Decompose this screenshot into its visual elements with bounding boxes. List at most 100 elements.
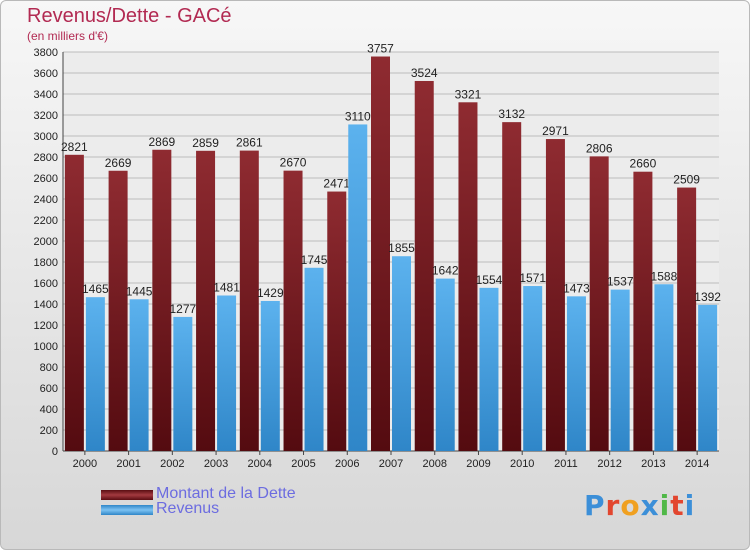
bar-revenus <box>173 316 193 451</box>
data-label-revenus: 1571 <box>519 271 546 285</box>
bar-dette <box>152 149 172 451</box>
x-tick-label: 2010 <box>510 458 534 470</box>
y-tick-label: 1200 <box>34 320 58 332</box>
data-label-dette: 2869 <box>148 135 175 149</box>
bar-dette <box>239 150 259 451</box>
data-label-dette: 2861 <box>236 136 263 150</box>
x-tick-label: 2003 <box>204 458 228 470</box>
data-label-revenus: 3110 <box>345 109 371 123</box>
data-label-dette: 2859 <box>192 136 219 150</box>
data-label-revenus: 1745 <box>301 253 328 267</box>
y-tick-label: 2600 <box>34 173 58 185</box>
data-label-dette: 3524 <box>411 66 438 80</box>
y-tick-label: 400 <box>40 404 58 416</box>
proxiti-logo: Proxiti <box>584 489 696 522</box>
bar-revenus <box>217 295 237 451</box>
x-tick-label: 2000 <box>73 458 97 470</box>
data-label-dette: 2669 <box>105 156 132 170</box>
data-label-revenus: 1855 <box>388 241 415 255</box>
data-label-revenus: 1642 <box>432 264 459 278</box>
bar-dette <box>64 154 84 452</box>
bar-dette <box>414 80 434 451</box>
bar-revenus <box>610 289 630 451</box>
data-label-revenus: 1465 <box>82 282 109 296</box>
data-label-dette: 3321 <box>455 87 482 101</box>
data-label-dette: 2806 <box>586 141 613 155</box>
bar-dette <box>371 56 390 451</box>
bar-dette <box>458 102 478 452</box>
y-tick-label: 1600 <box>34 278 58 290</box>
y-tick-label: 1400 <box>34 299 58 311</box>
data-label-revenus: 1392 <box>694 290 721 304</box>
bar-revenus <box>698 304 718 451</box>
data-label-revenus: 1429 <box>257 286 284 300</box>
x-tick-label: 2013 <box>641 458 665 470</box>
bar-dette <box>196 150 216 451</box>
plot-area <box>63 52 719 451</box>
y-tick-label: 2400 <box>34 194 58 206</box>
bar-revenus <box>654 284 674 451</box>
y-tick-label: 2800 <box>34 152 58 164</box>
bar-revenus <box>129 299 149 451</box>
data-label-revenus: 1554 <box>476 273 503 287</box>
data-label-dette: 3132 <box>498 107 525 121</box>
chart-title: Revenus/Dette - GACé <box>27 5 232 27</box>
legend-swatch-revenus <box>101 505 153 515</box>
x-tick-label: 2008 <box>422 458 446 470</box>
y-tick-label: 800 <box>40 362 58 374</box>
bar-dette <box>502 122 522 451</box>
data-label-dette: 3757 <box>367 42 394 56</box>
x-tick-label: 2007 <box>379 458 403 470</box>
data-label-dette: 2471 <box>323 177 350 191</box>
y-tick-label: 2200 <box>34 215 58 227</box>
data-label-dette: 2971 <box>542 124 569 138</box>
y-tick-label: 3400 <box>34 89 58 101</box>
y-tick-label: 3600 <box>34 68 58 80</box>
legend-label-dette: Montant de la Dette <box>156 485 296 502</box>
data-label-dette: 2670 <box>280 156 307 170</box>
x-tick-label: 2005 <box>291 458 315 470</box>
y-tick-label: 600 <box>40 383 58 395</box>
bar-dette <box>327 191 347 452</box>
y-tick-label: 1800 <box>34 257 58 269</box>
data-label-revenus: 1277 <box>169 302 196 316</box>
x-tick-label: 2006 <box>335 458 359 470</box>
y-tick-label: 200 <box>40 425 58 437</box>
x-tick-label: 2009 <box>466 458 490 470</box>
y-tick-label: 0 <box>52 446 58 458</box>
bar-revenus <box>260 300 280 451</box>
data-label-revenus: 1473 <box>563 281 590 295</box>
data-label-dette: 2660 <box>630 157 657 171</box>
bar-revenus <box>304 267 324 451</box>
data-label-dette: 2821 <box>61 140 88 154</box>
bar-revenus <box>566 296 586 451</box>
legend-label-revenus: Revenus <box>156 500 220 517</box>
y-tick-label: 1000 <box>34 341 58 353</box>
bar-dette <box>283 170 303 451</box>
legend-swatch-dette <box>101 490 153 500</box>
bar-revenus <box>479 287 499 451</box>
bar-revenus <box>348 124 368 451</box>
data-label-dette: 2509 <box>673 173 700 187</box>
data-label-revenus: 1537 <box>607 275 634 289</box>
x-tick-label: 2002 <box>160 458 184 470</box>
x-tick-label: 2001 <box>116 458 140 470</box>
bar-revenus <box>85 297 105 451</box>
data-label-revenus: 1445 <box>126 284 153 298</box>
chart-subtitle: (en milliers d'€) <box>27 29 108 43</box>
y-tick-label: 2000 <box>34 236 58 248</box>
x-tick-label: 2011 <box>554 458 578 470</box>
bar-dette <box>545 139 565 452</box>
x-tick-label: 2014 <box>685 458 709 470</box>
y-tick-label: 3000 <box>34 131 58 143</box>
data-label-revenus: 1588 <box>651 269 678 283</box>
x-tick-label: 2004 <box>248 458 272 470</box>
bar-dette <box>108 170 128 451</box>
x-tick-label: 2012 <box>597 458 621 470</box>
y-tick-label: 3200 <box>34 110 58 122</box>
bar-dette <box>633 171 653 451</box>
bar-chart-plot: 0 200 400 600 800 1000 1200 1400 1600 1800 2000 220… <box>34 42 722 470</box>
bar-revenus <box>523 286 543 451</box>
bar-dette <box>677 187 697 451</box>
